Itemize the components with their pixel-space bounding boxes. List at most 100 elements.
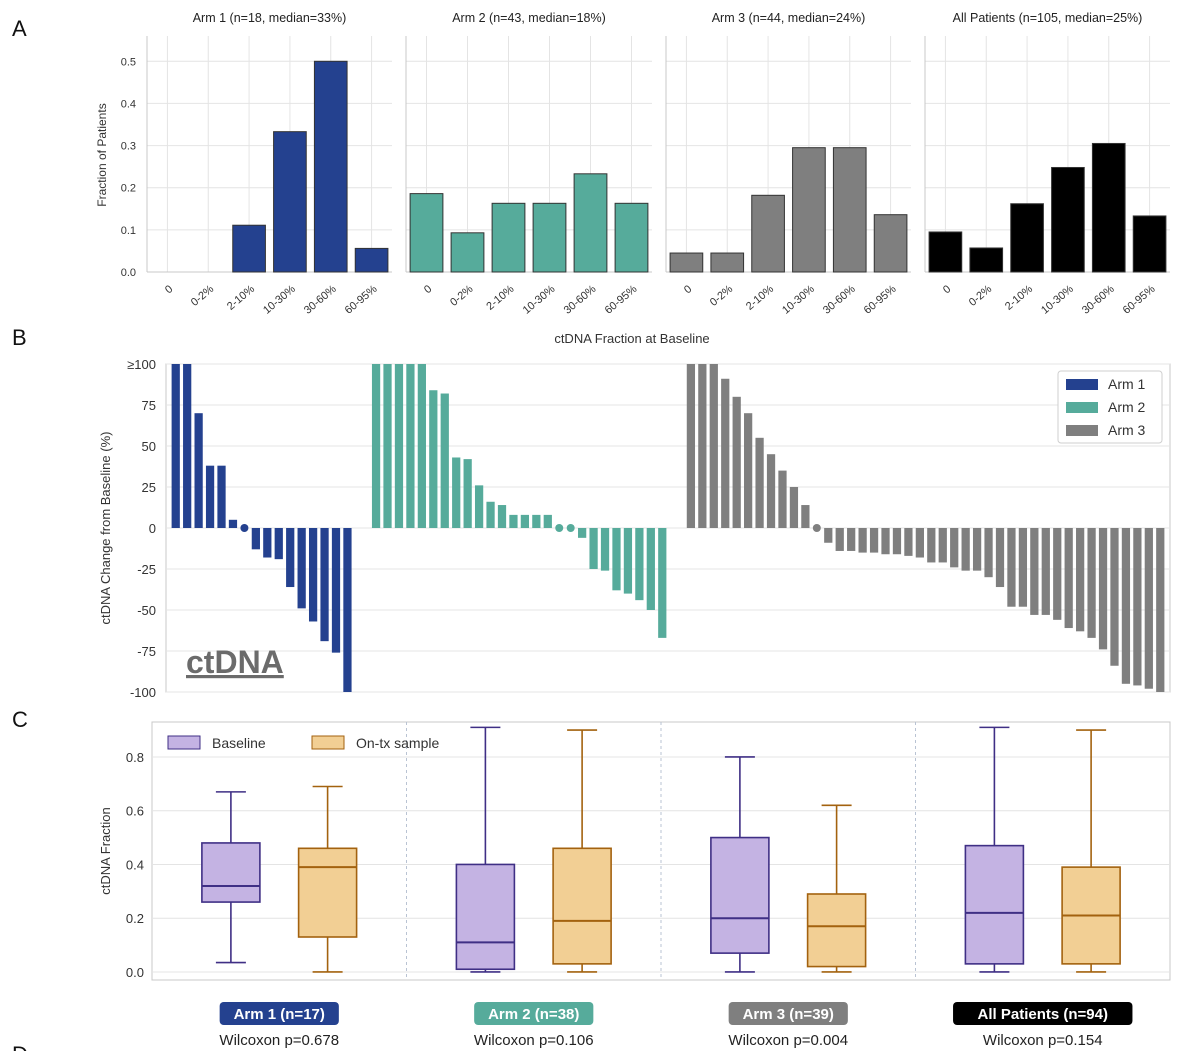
panel-b-bar [183, 364, 192, 528]
panel-b-ylabel: ctDNA Change from Baseline (%) [98, 432, 113, 625]
panel-b-bar [217, 465, 226, 528]
panel-b-ytick-label: ≥100 [127, 357, 156, 372]
panel-a-ytick-label: 0.5 [121, 56, 136, 68]
panel-a-ytick-label: 0.4 [121, 98, 136, 110]
panel-a-xtick-label: 2-10% [744, 283, 776, 313]
panel-b-bar [789, 487, 799, 528]
panel-a-bar [751, 194, 785, 273]
panel-b-bar [1018, 528, 1028, 607]
panel-c-test-label: Wilcoxon p=0.678 [219, 1032, 339, 1049]
panel-a-xtick-label: 0 [163, 283, 175, 296]
panel-b-bar [858, 528, 867, 553]
panel-c-ytick-label: 0.4 [126, 857, 144, 872]
panel-b-bar [709, 364, 718, 528]
panel-a-bar [792, 147, 826, 273]
panel-b-zero-marker [555, 524, 564, 532]
panel-b-bar [744, 413, 753, 528]
panel-a-bar [491, 202, 526, 273]
panel-b-bar [600, 528, 610, 571]
panel-b-bar [286, 528, 295, 588]
panel-a-bar [1010, 203, 1044, 273]
panel-b-bar [721, 378, 730, 528]
panel-a-xtick-label: 30-60% [1080, 283, 1117, 317]
panel-a-bar [313, 60, 348, 273]
panel-b-bar [646, 528, 655, 610]
panel-b-legend-swatch [1066, 379, 1098, 390]
panel-c-legend-swatch [311, 735, 345, 750]
panel-c-group-label-pill [219, 1002, 339, 1025]
panel-b-bar [497, 505, 507, 528]
panel-b-bar [194, 413, 203, 528]
panel-a-bar [354, 247, 389, 273]
panel-letter-b: B [12, 325, 27, 350]
panel-b-bar [171, 364, 180, 528]
panel-a-xtick-label: 60-95% [343, 283, 380, 317]
panel-letter-a: A [12, 16, 27, 41]
panel-b-bar [543, 514, 552, 528]
panel-a-ytick-label: 0.3 [121, 141, 136, 153]
panel-b-zero-marker [566, 524, 575, 532]
panel-a-xtick-label: 0-2% [189, 283, 217, 309]
panel-c-group-label-pill [953, 1002, 1133, 1025]
panel-b-bar [297, 528, 306, 609]
panel-b-bar [927, 528, 936, 563]
panel-a-bar [614, 202, 649, 273]
panel-a-xtick-label: 2-10% [484, 283, 516, 313]
panel-b-bar [578, 528, 587, 538]
panel-b-bar [847, 528, 856, 551]
panel-a-ylabel: Fraction of Patients [95, 103, 109, 206]
panel-b-bar [972, 528, 982, 571]
panel-a-bar [928, 231, 963, 273]
panel-b-bar [801, 505, 810, 528]
panel-a-ytick-label: 0.2 [121, 183, 136, 195]
panel-b-bar [452, 457, 461, 528]
panel-a-xlabel: ctDNA Fraction at Baseline [554, 331, 709, 346]
panel-c-group-label-pill [474, 1002, 594, 1025]
panel-c-box [201, 842, 261, 903]
panel-b-bar [881, 528, 890, 555]
panel-b-bar [1064, 528, 1073, 629]
panel-c-box [964, 844, 1025, 965]
panel-a-bar [832, 147, 867, 273]
panel-a-bar [873, 214, 908, 273]
panel-b-bar [686, 364, 696, 528]
panel-b-bar [474, 485, 484, 528]
panel-c-legend-label: Baseline [212, 735, 266, 751]
panel-letter-d: D [12, 1042, 28, 1051]
panel-b-bar [995, 528, 1005, 588]
panel-b-bar [440, 393, 449, 528]
panel-a-xtick-label: 10-30% [780, 283, 817, 317]
panel-c-box [455, 863, 516, 971]
panel-a-bar [532, 202, 567, 273]
panel-b-ytick-label: -50 [137, 603, 156, 618]
panel-c-group-label: Arm 1 (n=17) [234, 1006, 325, 1023]
panel-b-bar [1053, 528, 1062, 620]
panel-a-bar [450, 232, 485, 273]
panel-b-bar [869, 528, 879, 553]
panel-b-bar [1076, 528, 1085, 632]
panel-a-xtick-label: 30-60% [302, 283, 339, 317]
panel-c-ytick-label: 0.6 [126, 804, 144, 819]
panel-c-ytick-label: 0.8 [126, 750, 144, 765]
panel-a-bar [232, 224, 266, 273]
panel-c-boxplots: 0.0 0.2 0.4 0.6 0.8 Arm 1 (n=17) Wilcoxon p=0.… [126, 721, 1171, 1049]
panel-a-histograms: 0.0 0.1 0.2 0.3 0.4 0.5 Arm 1 (n=18, median=33… [121, 11, 1170, 317]
panel-b-bar [623, 528, 633, 594]
panel-b-bar [383, 364, 392, 528]
panel-a-bar [573, 173, 608, 273]
panel-c-group-label-pill [728, 1002, 848, 1025]
panel-b-bar [308, 528, 318, 622]
panel-a-xtick-label: 0 [682, 283, 694, 296]
panel-b-ytick-label: 25 [142, 480, 156, 495]
panel-b-bar [589, 528, 598, 569]
panel-a-xtick-label: 10-30% [261, 283, 298, 317]
panel-c-box [710, 836, 770, 954]
panel-b-bar [915, 528, 924, 558]
panel-a-xtick-label: 30-60% [562, 283, 599, 317]
panel-b-ytick-label: 0 [149, 521, 156, 536]
panel-b-bar [1133, 528, 1142, 686]
panel-b-bar [635, 528, 644, 601]
panel-b-bar [417, 364, 426, 528]
panel-b-bar [205, 465, 215, 528]
